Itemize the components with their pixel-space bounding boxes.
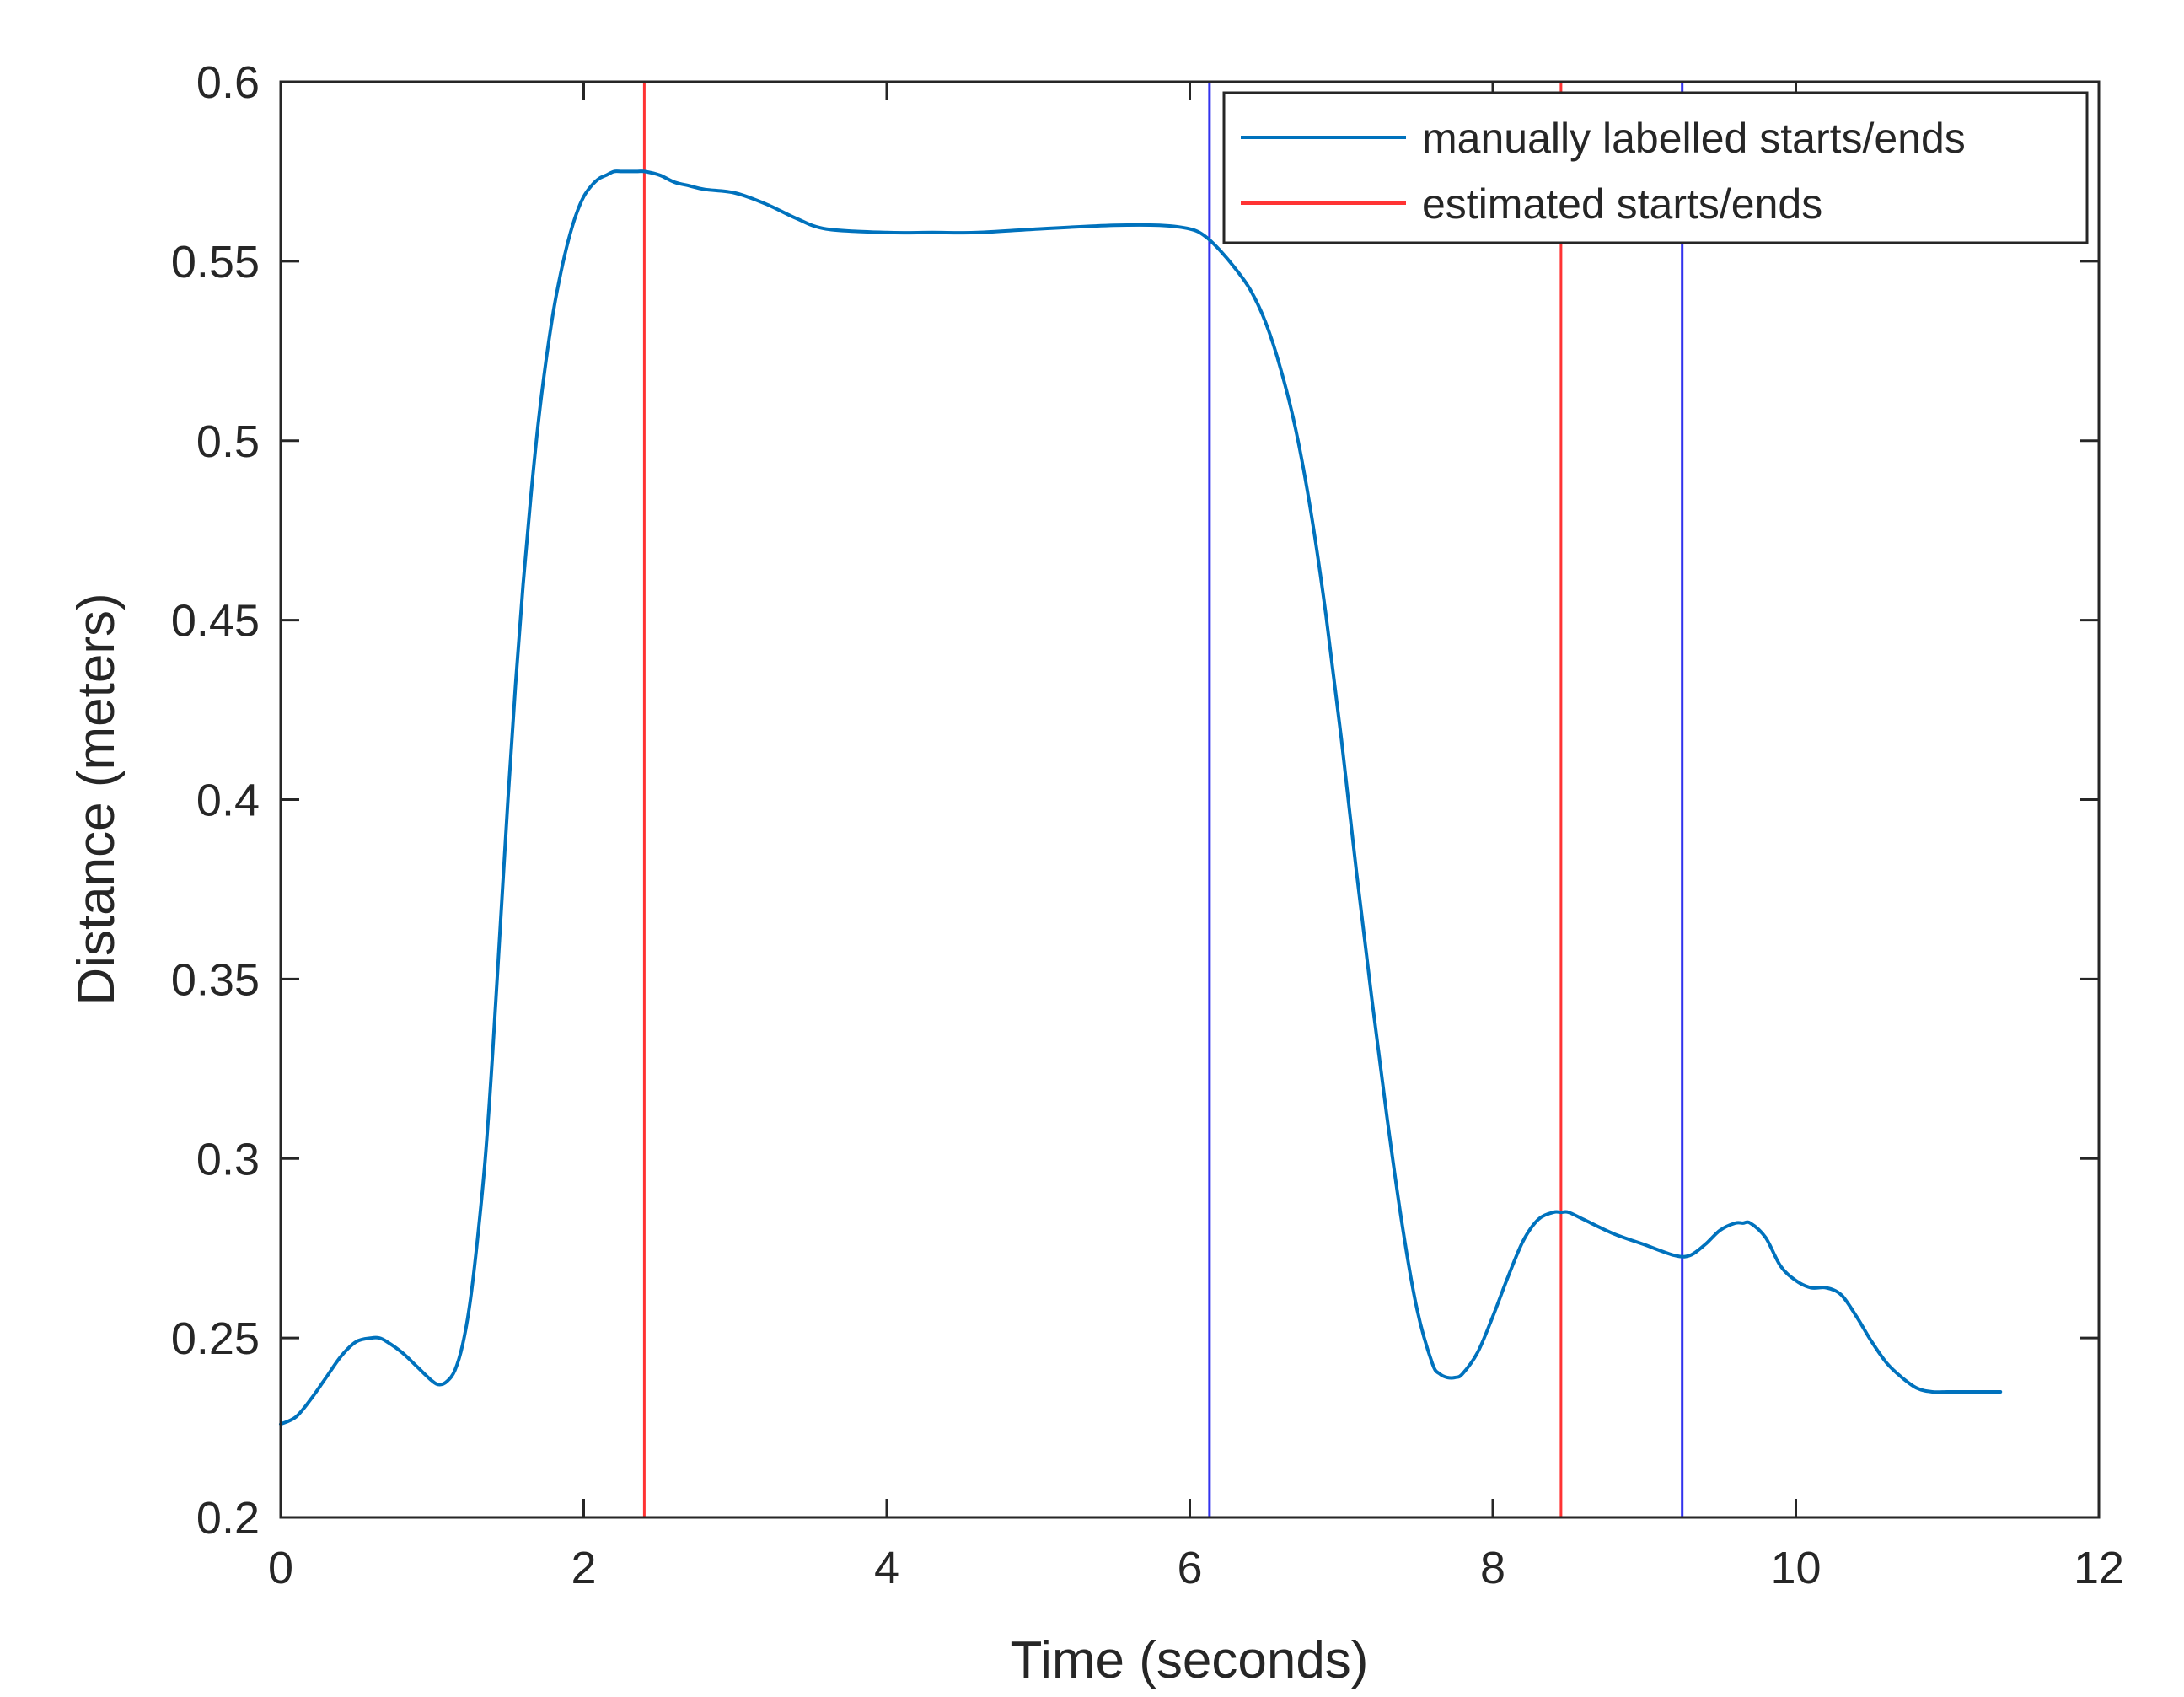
y-tick-label-6: 0.5	[196, 416, 260, 467]
y-tick-labels: 0.2 0.25 0.3 0.35 0.4 0.45 0.5 0.55 0.6	[171, 57, 260, 1544]
x-tick-labels: 0 2 4 6 8 10 12	[268, 1543, 2124, 1593]
y-tick-label-8: 0.6	[196, 57, 260, 108]
axes-box	[279, 80, 2101, 1519]
y-tick-label-3: 0.35	[171, 954, 260, 1005]
x-tick-label-0: 0	[268, 1543, 293, 1593]
y-tick-label-2: 0.3	[196, 1134, 260, 1184]
x-tick-label-2: 4	[874, 1543, 899, 1593]
legend-box	[1222, 91, 2089, 244]
x-tick-label-4: 8	[1480, 1543, 1505, 1593]
vertical-marker-lines	[642, 82, 1684, 1517]
x-tick-label-1: 2	[571, 1543, 596, 1593]
x-tick-label-5: 10	[1770, 1543, 1821, 1593]
legend: manually labelled starts/ends estimated …	[1222, 91, 2089, 244]
y-tick-label-7: 0.55	[171, 237, 260, 287]
y-tick-label-5: 0.45	[171, 596, 260, 647]
x-tick-label-3: 6	[1177, 1543, 1202, 1593]
y-tick-label-4: 0.4	[196, 776, 260, 826]
distance-series-line	[279, 169, 2003, 1426]
plot-background	[281, 82, 2099, 1517]
x-axis-label: Time (seconds)	[1011, 1631, 1369, 1689]
y-tick-label-0: 0.2	[196, 1493, 260, 1544]
y-axis-label: Distance (meters)	[67, 593, 126, 1005]
y-tick-label-1: 0.25	[171, 1313, 260, 1364]
x-tick-label-6: 12	[2074, 1543, 2124, 1593]
legend-label-manual: manually labelled starts/ends	[1422, 115, 1966, 162]
plot-area	[279, 80, 2101, 1519]
legend-label-estimated: estimated starts/ends	[1422, 180, 1822, 228]
